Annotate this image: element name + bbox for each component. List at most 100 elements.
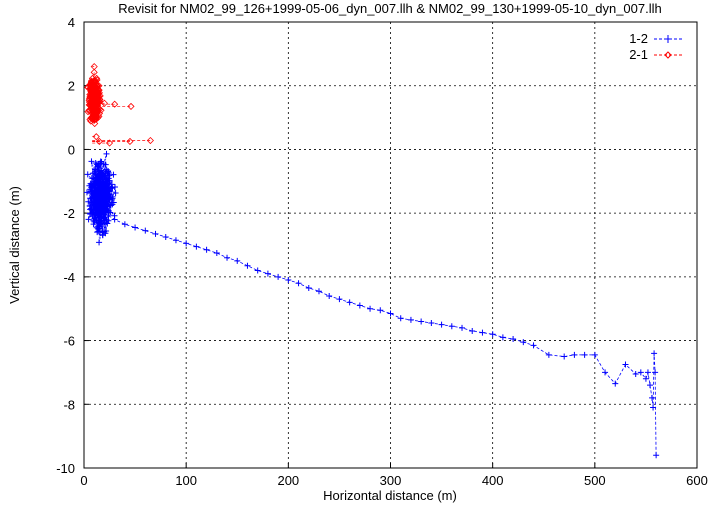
data-point [90,221,97,228]
data-point [88,195,95,202]
data-point [571,351,578,358]
data-point [647,382,654,389]
data-point [97,158,104,165]
data-point [489,331,496,338]
data-point [132,224,139,231]
data-point [407,316,414,323]
data-point [397,315,404,322]
data-point [326,292,333,299]
x-tick-label: 200 [277,473,299,488]
data-point [367,305,374,312]
data-point [315,288,322,295]
chart-title: Revisit for NM02_99_126+1999-05-06_dyn_0… [118,1,662,16]
data-point [510,335,517,342]
series-2-1 [84,63,154,147]
data-point [561,353,568,360]
legend: 1-2 2-1 [629,31,682,62]
series-layer [83,63,660,459]
legend-label-2-1: 2-1 [629,47,648,62]
data-point [88,205,95,212]
data-point [93,188,100,195]
x-tick-label: 600 [686,473,708,488]
data-point [103,150,110,157]
data-point [651,350,658,357]
data-point [88,206,95,213]
data-point [92,133,100,141]
data-point [264,270,271,277]
data-point [93,192,100,199]
data-point [104,168,111,175]
data-point [275,273,282,280]
data-point [90,194,97,201]
data-point [127,102,135,110]
data-point [438,321,445,328]
data-point [642,375,649,382]
data-point [88,158,95,165]
data-point [650,404,657,411]
data-point [90,108,98,116]
data-point [97,106,105,114]
data-point [305,285,312,292]
data-point [346,299,353,306]
data-point [162,234,169,241]
data-point [100,189,107,196]
series-1-2 [83,150,660,459]
data-point [213,249,220,256]
data-point [91,197,98,204]
data-point [479,329,486,336]
data-point [104,220,111,227]
data-point [83,189,90,196]
data-point [637,369,644,376]
data-point [152,230,159,237]
data-point [111,216,118,223]
data-point [94,113,102,121]
data-point [530,342,537,349]
data-point [96,239,103,246]
data-point [111,184,118,191]
data-point [105,175,112,182]
data-point [499,334,506,341]
data-point [387,310,394,317]
data-point [356,302,363,309]
data-point [377,307,384,314]
x-tick-label: 300 [380,473,402,488]
data-point [96,209,103,216]
data-point [93,217,100,224]
data-point [93,90,101,98]
data-point [91,106,99,114]
data-point [92,96,100,104]
data-point [100,99,108,107]
data-point [121,221,128,228]
data-point [244,262,251,269]
data-point [84,171,91,178]
data-point [90,79,98,87]
data-point [172,237,179,244]
data-point [89,101,97,109]
data-point [95,137,103,146]
data-point [336,296,343,303]
x-axis-label: Horizontal distance (m) [323,488,457,503]
x-tick-label: 100 [175,473,197,488]
data-point [99,229,106,236]
data-point [91,176,98,183]
data-point [108,181,115,188]
y-tick-label: -2 [63,206,75,221]
data-point [224,254,231,261]
y-tick-label: 2 [68,79,75,94]
data-point [90,116,98,124]
data-point [99,179,106,186]
data-point [98,208,105,215]
x-tick-label: 500 [584,473,606,488]
data-point [85,216,92,223]
data-point [591,351,598,358]
data-point [89,213,96,220]
data-point [87,102,95,110]
data-point [581,351,588,358]
data-point [90,68,98,76]
data-point [105,139,114,147]
data-point [100,214,107,221]
data-point [418,318,425,325]
data-point [104,193,111,200]
data-point [103,188,110,195]
